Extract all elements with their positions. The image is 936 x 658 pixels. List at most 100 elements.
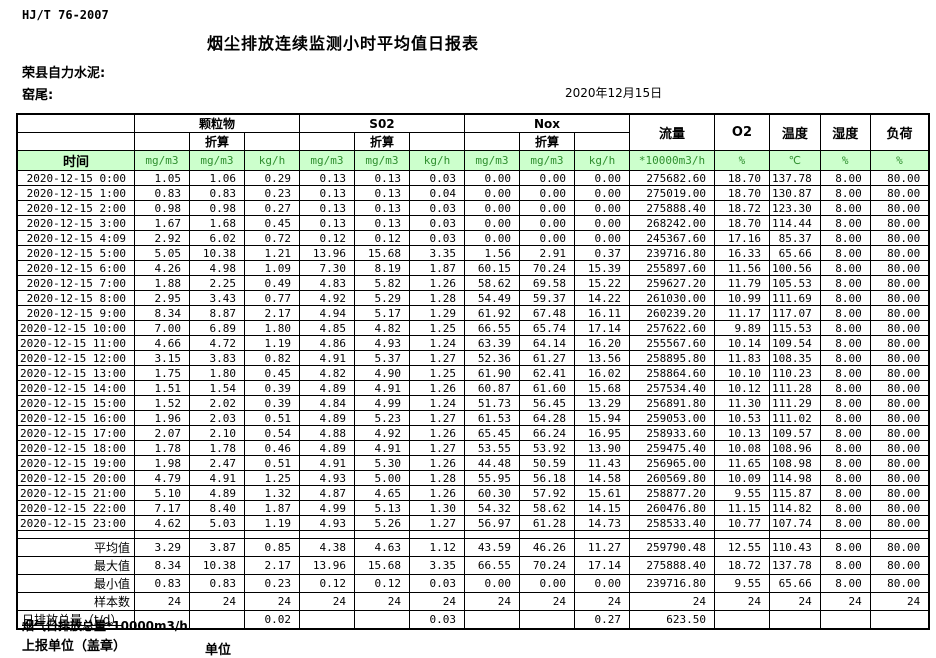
- data-cell: 8.34: [133, 305, 190, 321]
- summary-cell: 0.12: [353, 574, 410, 593]
- column-header: 流量: [628, 113, 715, 151]
- total-cell: [463, 610, 520, 630]
- summary-cell: 0.85: [243, 538, 300, 557]
- total-cell: [188, 610, 245, 630]
- data-cell: 0.03: [408, 230, 465, 246]
- data-cell: 1.28: [408, 470, 465, 486]
- unit-header: ℃: [768, 150, 821, 171]
- data-cell: 0.13: [353, 185, 410, 201]
- data-cell: 259627.20: [628, 275, 715, 291]
- data-cell: 2.91: [518, 245, 575, 261]
- data-cell: 0.77: [243, 290, 300, 306]
- total-cell: 623.50: [628, 610, 715, 630]
- data-cell: 4.82: [353, 320, 410, 336]
- data-cell: 0.39: [243, 395, 300, 411]
- data-cell: 256965.00: [628, 455, 715, 471]
- table-row: 2020-12-15 10:00 7.00 6.89 1.80 4.85 4.82 1.25…: [16, 320, 930, 336]
- table-row: 2020-12-15 3:00 1.67 1.68 0.45 0.13 0.13 0.03 0…: [16, 215, 930, 231]
- data-cell: 0.49: [243, 275, 300, 291]
- data-cell: 0.00: [518, 170, 575, 186]
- data-cell: 275888.40: [628, 200, 715, 216]
- table-row: 2020-12-15 15:00 1.52 2.02 0.39 4.84 4.99 1.24…: [16, 395, 930, 411]
- empty-cell: [713, 530, 770, 539]
- empty-cell: [16, 530, 135, 539]
- data-cell: 0.83: [188, 185, 245, 201]
- data-cell: 117.07: [768, 305, 821, 321]
- summary-cell: 2.17: [243, 556, 300, 575]
- time-cell: 2020-12-15 7:00: [16, 275, 135, 291]
- data-cell: 8.00: [819, 500, 871, 516]
- data-cell: 4.85: [298, 320, 355, 336]
- time-cell: 2020-12-15 18:00: [16, 440, 135, 456]
- data-cell: 0.51: [243, 410, 300, 426]
- data-cell: 1.27: [408, 440, 465, 456]
- data-cell: 8.00: [819, 230, 871, 246]
- empty-cell: [133, 530, 190, 539]
- data-cell: 4.91: [188, 470, 245, 486]
- data-cell: 0.13: [298, 170, 355, 186]
- table-row: 2020-12-15 23:00 4.62 5.03 1.19 4.93 5.26 1.27…: [16, 515, 930, 531]
- data-cell: 1.88: [133, 275, 190, 291]
- data-cell: 260476.80: [628, 500, 715, 516]
- report-table: 颗粒物 S02 Nox 流量 O2 温度 湿度 负荷 折算 折算 折算 时间 mg/m3 mg/m3 kg/…: [16, 113, 931, 630]
- column-header: 负荷: [869, 113, 930, 151]
- data-cell: 1.87: [243, 500, 300, 516]
- data-cell: 66.55: [463, 320, 520, 336]
- summary-row: 最小值 0.83 0.83 0.23 0.12 0.12 0.03 0.00 0.00 0.00 2…: [16, 574, 930, 593]
- data-cell: 16.02: [573, 365, 630, 381]
- data-cell: 61.28: [518, 515, 575, 531]
- data-cell: 80.00: [869, 200, 930, 216]
- data-cell: 4.91: [298, 350, 355, 366]
- summary-cell: 4.38: [298, 538, 355, 557]
- data-cell: 2.95: [133, 290, 190, 306]
- data-cell: 4.93: [298, 515, 355, 531]
- time-cell: 2020-12-15 15:00: [16, 395, 135, 411]
- data-cell: 8.00: [819, 380, 871, 396]
- data-cell: 108.96: [768, 440, 821, 456]
- data-cell: 4.99: [298, 500, 355, 516]
- summary-cell: 24: [518, 592, 575, 611]
- data-cell: 80.00: [869, 365, 930, 381]
- summary-cell: 8.00: [819, 538, 871, 557]
- data-cell: 107.74: [768, 515, 821, 531]
- data-cell: 115.53: [768, 320, 821, 336]
- data-cell: 1.24: [408, 395, 465, 411]
- data-cell: 58.62: [463, 275, 520, 291]
- data-cell: 268242.00: [628, 215, 715, 231]
- data-cell: 61.53: [463, 410, 520, 426]
- data-cell: 15.22: [573, 275, 630, 291]
- total-cell: [768, 610, 821, 630]
- data-cell: 114.98: [768, 470, 821, 486]
- data-cell: 4.65: [353, 485, 410, 501]
- data-cell: 4.66: [133, 335, 190, 351]
- summary-cell: 80.00: [869, 556, 930, 575]
- data-cell: 0.51: [243, 455, 300, 471]
- data-cell: 10.12: [713, 380, 770, 396]
- data-cell: 80.00: [869, 500, 930, 516]
- data-cell: 8.00: [819, 335, 871, 351]
- table-row: 2020-12-15 16:00 1.96 2.03 0.51 4.89 5.23 1.27…: [16, 410, 930, 426]
- data-cell: 1.25: [243, 470, 300, 486]
- data-cell: 53.55: [463, 440, 520, 456]
- time-cell: 2020-12-15 8:00: [16, 290, 135, 306]
- time-cell: 2020-12-15 23:00: [16, 515, 135, 531]
- empty-header-cell: [298, 132, 355, 151]
- data-cell: 8.00: [819, 215, 871, 231]
- data-cell: 18.70: [713, 170, 770, 186]
- data-cell: 1.56: [463, 245, 520, 261]
- data-cell: 0.00: [573, 200, 630, 216]
- data-cell: 8.00: [819, 245, 871, 261]
- pollutant-group-header: 颗粒物: [133, 113, 300, 133]
- data-cell: 258877.20: [628, 485, 715, 501]
- data-cell: 4.93: [298, 470, 355, 486]
- summary-cell: 24: [298, 592, 355, 611]
- data-cell: 11.15: [713, 500, 770, 516]
- data-cell: 11.43: [573, 455, 630, 471]
- data-cell: 0.12: [298, 230, 355, 246]
- data-cell: 0.46: [243, 440, 300, 456]
- summary-label: 最大值: [16, 556, 135, 575]
- data-cell: 110.23: [768, 365, 821, 381]
- data-cell: 0.13: [298, 200, 355, 216]
- data-cell: 0.45: [243, 365, 300, 381]
- data-cell: 17.16: [713, 230, 770, 246]
